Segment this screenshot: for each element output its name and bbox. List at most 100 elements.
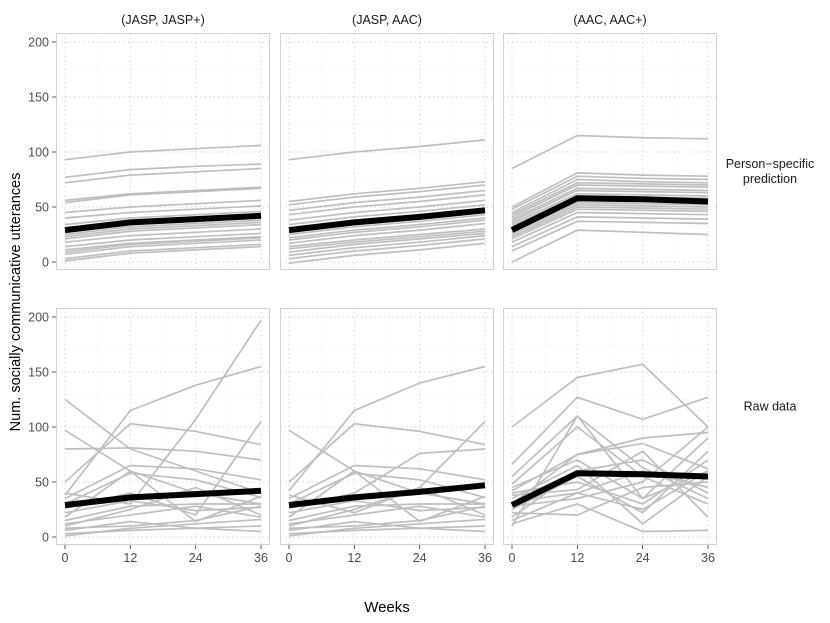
x-tick-label: 24	[189, 551, 203, 565]
y-tick-label: 200	[28, 36, 49, 50]
individual-line-1	[511, 396, 709, 465]
individual-line-16	[511, 211, 709, 243]
individual-line-12	[288, 219, 486, 241]
individual-line-0	[64, 144, 262, 161]
individual-line-4	[288, 464, 486, 500]
individual-line-3	[64, 186, 262, 202]
mean-line	[64, 212, 262, 234]
individual-line-3	[288, 189, 486, 212]
row-strip-label: Raw data	[744, 400, 797, 414]
individual-line-3	[511, 178, 709, 214]
series-group	[510, 363, 709, 533]
individual-line-17	[511, 216, 709, 248]
panels-layer	[56, 33, 717, 545]
individual-line-0	[288, 139, 486, 161]
x-tick-label: 12	[123, 551, 137, 565]
panel-r1-c2	[503, 308, 717, 545]
individual-line-7	[511, 189, 709, 223]
y-axis-title: Num. socially communicative utterances	[8, 173, 24, 432]
panel-border	[280, 33, 494, 270]
individual-line-11	[64, 503, 261, 522]
individual-line-5	[64, 365, 262, 496]
series-group	[64, 319, 262, 537]
individual-line-5	[288, 199, 486, 222]
column-strip-label: (JASP, AAC)	[352, 13, 422, 27]
individual-line-17	[64, 236, 262, 253]
y-tick-label: 100	[28, 421, 49, 435]
individual-line-12	[64, 505, 262, 525]
x-tick-label: 0	[509, 551, 516, 565]
individual-line-5	[511, 184, 709, 218]
individual-line-17	[511, 415, 709, 527]
mean-line	[288, 482, 486, 509]
y-tick-label: 0	[42, 531, 49, 545]
individual-line-7	[64, 472, 262, 505]
row-strip-label: Person−specific prediction	[726, 157, 815, 186]
x-tick-label: 24	[413, 551, 427, 565]
individual-line-9	[511, 470, 709, 503]
series-group	[288, 139, 486, 264]
individual-line-15	[288, 518, 486, 537]
individual-line-0	[511, 363, 709, 428]
mean-line	[288, 207, 486, 234]
individual-line-15	[511, 470, 709, 522]
panel-border	[503, 33, 717, 270]
individual-line-0	[64, 398, 262, 494]
individual-line-14	[64, 505, 262, 530]
individual-line-13	[288, 222, 486, 245]
individual-line-13	[511, 203, 709, 236]
individual-line-8	[511, 192, 709, 225]
x-axis-title: Weeks	[364, 599, 410, 616]
panel-r1-c1	[280, 308, 494, 545]
individual-line-11	[288, 217, 486, 239]
mean-line	[510, 195, 709, 233]
x-tick-label: 24	[636, 551, 650, 565]
panel-r0-c0	[56, 33, 270, 270]
individual-line-16	[64, 235, 262, 251]
individual-line-11	[64, 219, 262, 236]
x-tick-label: 36	[254, 551, 268, 565]
individual-line-14	[64, 228, 262, 244]
y-tick-label: 150	[28, 91, 49, 105]
panel-border	[280, 308, 494, 545]
individual-line-1	[64, 163, 262, 179]
individual-line-2	[288, 184, 486, 206]
individual-line-1	[511, 172, 709, 208]
individual-line-6	[288, 203, 486, 226]
individual-line-6	[511, 187, 709, 220]
panel-border	[503, 308, 717, 545]
y-tick-label: 0	[42, 256, 49, 270]
individual-line-2	[64, 447, 262, 461]
individual-line-19	[64, 243, 262, 260]
individual-line-0	[511, 134, 709, 170]
individual-line-17	[288, 234, 486, 257]
individual-line-18	[64, 239, 262, 256]
x-tick-label: 36	[478, 551, 492, 565]
y-tick-label: 50	[35, 476, 49, 490]
individual-line-2	[288, 365, 486, 492]
individual-line-10	[288, 213, 486, 236]
individual-line-19	[511, 229, 709, 263]
individual-line-11	[511, 426, 709, 508]
y-tick-label: 200	[28, 311, 49, 325]
column-strip-label: (AAC, AAC+)	[573, 13, 646, 27]
x-tick-label: 0	[62, 551, 69, 565]
individual-line-6	[64, 205, 262, 219]
individual-line-14	[511, 206, 709, 238]
x-tick-label: 36	[701, 551, 715, 565]
individual-line-15	[288, 230, 486, 250]
individual-line-12	[288, 505, 486, 530]
individual-line-18	[288, 238, 486, 260]
panel-border	[56, 308, 270, 545]
series-group	[288, 365, 486, 537]
individual-line-4	[511, 181, 709, 216]
individual-line-15	[511, 208, 709, 240]
individual-line-16	[511, 503, 709, 533]
individual-line-20	[64, 245, 262, 262]
individual-line-6	[64, 464, 262, 500]
individual-line-12	[511, 450, 709, 514]
axes-layer: (JASP, JASP+) (JASP, AAC) (AAC, AAC+) Perso…	[28, 13, 814, 565]
individual-line-15	[64, 520, 262, 532]
panel-border	[56, 33, 270, 270]
